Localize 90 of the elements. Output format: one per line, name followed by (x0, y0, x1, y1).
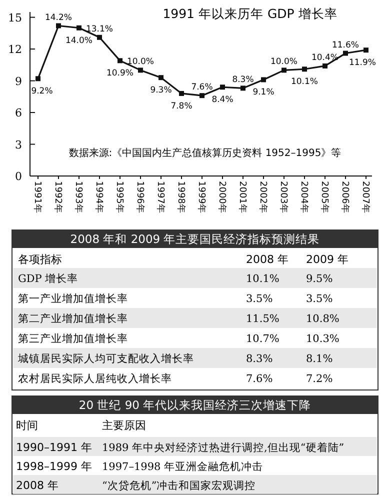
x-tick-label: 2005年 (319, 181, 330, 213)
y-tick-label: 0 (15, 170, 22, 183)
x-tick-label: 1996年 (134, 181, 146, 213)
data-label: 10.9% (106, 68, 134, 79)
x-tick-label: 1992年 (52, 181, 64, 213)
data-label: 10.7% (246, 333, 280, 345)
point (76, 25, 82, 30)
data-label: 9.1% (252, 88, 274, 98)
text: 时间 (16, 419, 38, 432)
text: 各项指标 (18, 253, 62, 266)
text: 1997–1998 年亚洲金融危机冲击 (102, 460, 264, 473)
point (36, 76, 40, 82)
text: “次贷危机”冲击和国家宏观调控 (102, 479, 256, 492)
x-tick-label: 1998年 (176, 181, 186, 213)
x-tick-label: 1994年 (94, 181, 104, 213)
y-tick-label: 12 (8, 43, 22, 56)
category-label: GDP 增长率 (18, 272, 78, 285)
point (220, 84, 225, 90)
category-label: 2008 年 (16, 479, 58, 492)
category-label: 城镇居民实际人均可支配收入增长率 (17, 352, 194, 365)
x-tick-label: 1999年 (196, 181, 207, 213)
x-tick-label: 2000年 (216, 181, 228, 213)
x-tick-label: 1995年 (114, 181, 125, 213)
text: 2008 年和 2009 年主要国民经济指标预测结果 (70, 232, 320, 246)
point (261, 77, 266, 82)
data-label: 7.8% (170, 101, 192, 112)
series-label: 2008 年 (246, 253, 288, 266)
x-tick-label: 2003年 (278, 181, 289, 213)
chart-title: 1991 年以来历年 GDP 增长率 (162, 6, 338, 21)
data-label: 7.2% (306, 373, 333, 385)
x-tick-label: 2001年 (237, 181, 248, 213)
annotation: 数据来源:《中国国内生产总值核算历史资料 1952–1995》等 (68, 147, 342, 159)
data-label: 3.5% (306, 293, 333, 305)
x-tick-label: 1997年 (155, 181, 166, 213)
y-tick-label: 3 (15, 138, 22, 152)
point (179, 90, 184, 96)
data-label: 10.0% (270, 57, 298, 68)
data-label: 11.6% (332, 40, 360, 50)
point (364, 48, 368, 53)
point (322, 63, 328, 68)
y-tick-label: 15 (8, 11, 22, 24)
data-label: 11.9% (348, 58, 376, 68)
category-label: 1998–1999 年 (16, 460, 92, 473)
category-label: 第二产业增加值增长率 (18, 312, 128, 325)
point (240, 86, 246, 91)
data-label: 8.3% (246, 353, 273, 365)
x-tick-label: 2006年 (340, 181, 350, 213)
point (200, 93, 204, 98)
data-label: 3.5% (246, 293, 273, 305)
data-label: 10.8% (306, 313, 340, 325)
data-label: 10.1% (246, 273, 280, 285)
data-label: 10.0% (126, 57, 154, 68)
category-label: 1990–1991 年 (16, 441, 92, 454)
text: 主要原因 (102, 419, 146, 432)
text: 1989 年中央对经济过热进行调控,但出现“硬着陆” (102, 441, 344, 454)
data-label: 7.6% (246, 373, 273, 385)
data-label: 10.3% (306, 333, 340, 345)
data-label: 11.5% (246, 313, 280, 325)
category-label: 第一产业增加值增长率 (18, 292, 128, 305)
category-label: 第三产业增加值增长率 (18, 332, 128, 345)
point (97, 34, 102, 40)
point (118, 58, 122, 64)
y-tick-label: 9 (15, 74, 22, 88)
series-label: 2009 年 (306, 253, 348, 266)
data-label: 7.6% (191, 82, 213, 93)
data-label: 13.1% (86, 24, 114, 34)
data-label: 14.2% (44, 12, 72, 23)
data-label: 9.3% (150, 86, 172, 96)
point (343, 50, 348, 56)
x-tick-label: 2007年 (360, 181, 371, 213)
data-label: 8.4% (212, 95, 234, 106)
data-label: 8.1% (306, 353, 333, 365)
data-label: 9.2% (31, 86, 53, 97)
y-tick-label: 6 (15, 106, 22, 120)
data-label: 14.0% (65, 36, 93, 46)
point (56, 23, 61, 28)
x-tick-label: 1993年 (73, 181, 84, 213)
point (282, 68, 286, 73)
category-label: 农村居民实际人居纯收入增长率 (18, 372, 172, 385)
data-label: 10.1% (290, 77, 318, 88)
data-label: 9.5% (306, 273, 333, 285)
data-label: 10.4% (311, 52, 339, 63)
point (302, 66, 307, 72)
x-tick-label: 1991年 (32, 181, 43, 213)
data-label: 8.3% (232, 75, 254, 86)
point (138, 68, 143, 73)
text: 20 世纪 90 年代以来我国经济三次增速下降 (78, 398, 312, 412)
point (158, 75, 164, 80)
x-tick-label: 2002年 (258, 181, 268, 213)
x-tick-label: 2004年 (298, 181, 310, 213)
